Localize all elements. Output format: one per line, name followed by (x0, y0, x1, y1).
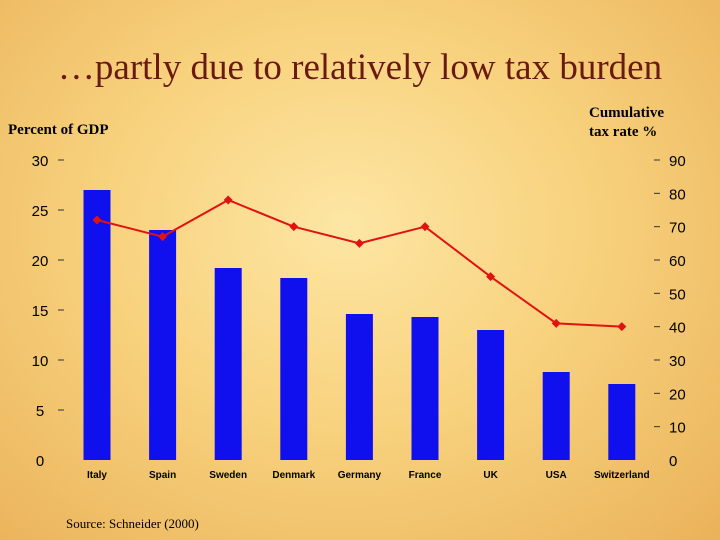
right-tick-label: 60 (669, 253, 686, 270)
tax-rate-point-usa (551, 318, 561, 328)
tax-rate-point-denmark (289, 222, 299, 232)
tax-rate-point-france (420, 222, 430, 232)
tax-rate-point-switzerland (617, 322, 627, 332)
bar-sweden (214, 268, 242, 460)
bar-italy (83, 190, 111, 460)
category-label: Denmark (272, 470, 315, 481)
bar-uk (477, 330, 505, 460)
source-note: Source: Schneider (2000) (66, 516, 199, 531)
category-label: Spain (149, 470, 176, 481)
category-label: Germany (338, 470, 382, 481)
left-tick-label: 15 (32, 303, 49, 320)
tax-rate-point-sweden (223, 195, 233, 205)
left-tick-label: 0 (36, 453, 44, 470)
left-tick-label: 5 (36, 403, 44, 420)
right-tick-label: 70 (669, 220, 686, 237)
bar-switzerland (608, 384, 636, 460)
category-label: Switzerland (594, 470, 650, 481)
right-tick-label: 30 (669, 353, 686, 370)
tax-rate-point-spain (158, 232, 168, 242)
bar-germany (345, 314, 373, 460)
bar-france (411, 317, 439, 460)
right-tick-label: 20 (669, 386, 686, 403)
tax-rate-point-italy (92, 215, 102, 225)
right-tick-label: 0 (669, 453, 677, 470)
category-label: USA (546, 470, 567, 481)
slide-title: …partly due to relatively low tax burden (57, 47, 663, 88)
right-axis-label-line1: Cumulative (589, 105, 664, 121)
left-tick-label: 20 (32, 253, 49, 270)
left-tick-label: 10 (32, 353, 49, 370)
category-label: France (409, 470, 442, 481)
tax-rate-point-uk (486, 272, 496, 282)
bar-denmark (280, 278, 308, 460)
right-tick-label: 50 (669, 286, 686, 303)
right-axis-label-line2: tax rate % (589, 124, 658, 140)
left-tick-label: 25 (32, 203, 49, 220)
right-tick-label: 10 (669, 420, 686, 437)
right-tick-label: 90 (669, 153, 686, 170)
bar-spain (149, 230, 177, 460)
bar-usa (542, 372, 570, 460)
tax-rate-point-germany (354, 238, 364, 248)
left-tick-label: 30 (32, 153, 49, 170)
right-tick-label: 40 (669, 320, 686, 337)
right-axis-label: Cumulative tax rate % (589, 104, 699, 142)
category-label: UK (483, 470, 498, 481)
right-tick-label: 80 (669, 186, 686, 203)
left-axis-label: Percent of GDP (8, 122, 109, 138)
category-label: Italy (87, 470, 107, 481)
category-label: Sweden (209, 470, 247, 481)
